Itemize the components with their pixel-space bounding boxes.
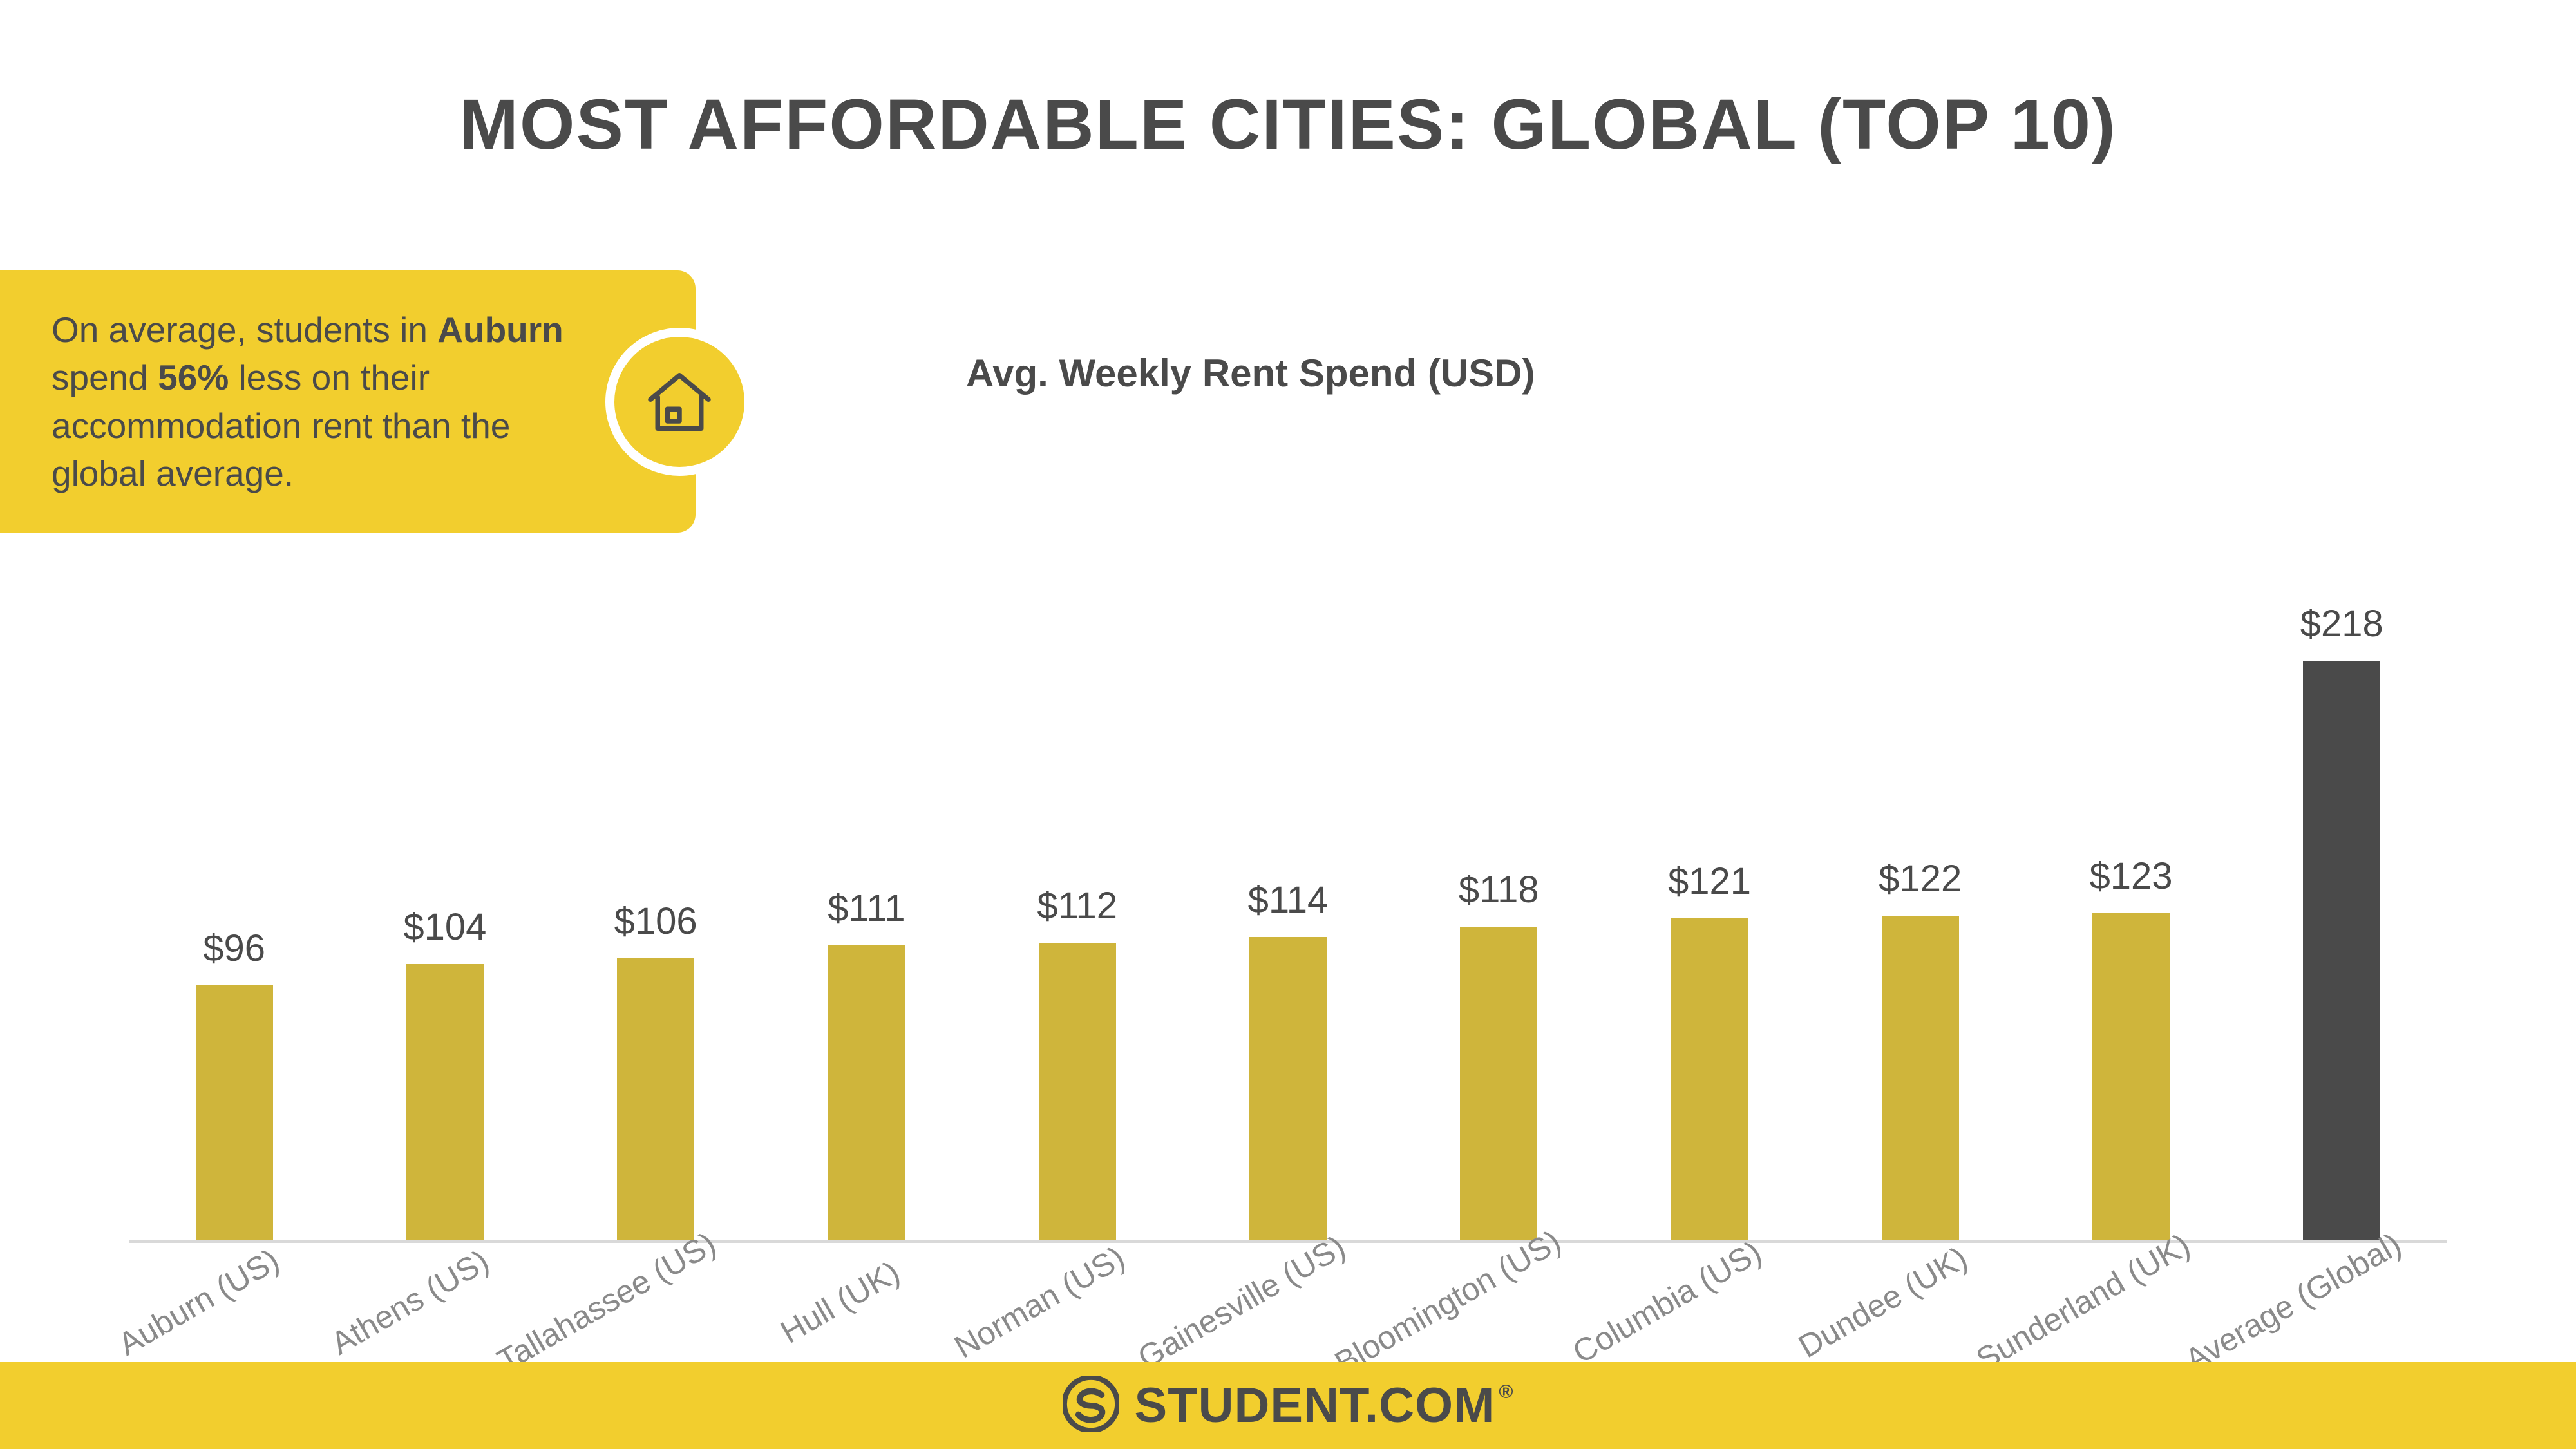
bar-group: $111Hull (UK) xyxy=(761,464,972,1240)
bar-group: $96Auburn (US) xyxy=(129,464,339,1240)
bar-category-label: Bloomington (US) xyxy=(1329,1222,1567,1382)
bar-city xyxy=(1460,927,1537,1240)
bar-value-label: $111 xyxy=(828,887,905,930)
bar-group: $121Columbia (US) xyxy=(1604,464,1815,1240)
bar-value-label: $106 xyxy=(614,900,697,943)
bar-value-label: $123 xyxy=(2090,855,2173,898)
bar-value-label: $122 xyxy=(1879,857,1962,900)
bar-group: $104Athens (US) xyxy=(339,464,550,1240)
bar-city xyxy=(1039,943,1116,1240)
bar-value-label: $114 xyxy=(1248,878,1329,922)
bar-city xyxy=(2092,913,2170,1240)
bar-category-label: Auburn (US) xyxy=(111,1241,285,1363)
infographic-page: MOST AFFORDABLE CITIES: GLOBAL (TOP 10) … xyxy=(0,0,2576,1449)
footer-bar: STUDENT.COM® xyxy=(0,1362,2576,1449)
chart-subtitle: Avg. Weekly Rent Spend (USD) xyxy=(966,351,1535,395)
brand-logo-icon xyxy=(1063,1376,1119,1435)
bar-group: $218Average (Global) xyxy=(2237,464,2447,1240)
bar-category-label: Columbia (US) xyxy=(1566,1233,1768,1371)
bar-city xyxy=(1249,937,1327,1240)
bar-city xyxy=(1882,916,1959,1240)
bar-category-label: Tallahassee (US) xyxy=(491,1225,723,1380)
bar-city xyxy=(828,945,905,1240)
bar-category-label: Athens (US) xyxy=(325,1242,495,1362)
bar-category-label: Average (Global) xyxy=(2179,1226,2408,1379)
bar-category-label: Gainesville (US) xyxy=(1132,1227,1352,1376)
registered-mark: ® xyxy=(1499,1381,1513,1403)
bar-city xyxy=(406,964,484,1240)
callout-text-mid: spend xyxy=(52,357,158,397)
bar-category-label: Sunderland (UK) xyxy=(1970,1226,2197,1378)
brand-text: STUDENT.COM® xyxy=(1135,1378,1514,1434)
bar-category-label: Hull (UK) xyxy=(775,1253,907,1351)
bar-value-label: $104 xyxy=(403,905,486,949)
bar-category-label: Norman (US) xyxy=(948,1238,1131,1365)
bar-value-label: $118 xyxy=(1459,868,1539,911)
bar-city xyxy=(617,958,694,1240)
bar-group: $123Sunderland (UK) xyxy=(2025,464,2236,1240)
bar-value-label: $121 xyxy=(1668,860,1751,903)
bar-group: $118Bloomington (US) xyxy=(1394,464,1604,1240)
bar-group: $112Norman (US) xyxy=(972,464,1182,1240)
callout-text-prefix: On average, students in xyxy=(52,310,437,350)
page-title: MOST AFFORDABLE CITIES: GLOBAL (TOP 10) xyxy=(0,84,2576,166)
bar-city xyxy=(196,985,273,1240)
bar-value-label: $218 xyxy=(2300,602,2383,645)
callout-percent: 56% xyxy=(158,357,229,397)
bar-category-label: Dundee (UK) xyxy=(1792,1239,1974,1365)
bar-value-label: $112 xyxy=(1037,884,1117,927)
brand-name: STUDENT.COM xyxy=(1135,1378,1495,1434)
bar-group: $114Gainesville (US) xyxy=(1182,464,1393,1240)
bar-value-label: $96 xyxy=(203,927,265,970)
callout-city: Auburn xyxy=(437,310,564,350)
bar-group: $122Dundee (UK) xyxy=(1815,464,2025,1240)
bar-average xyxy=(2303,661,2380,1240)
bar-city xyxy=(1671,918,1748,1240)
bar-chart: $96Auburn (US)$104Athens (US)$106Tallaha… xyxy=(129,464,2447,1243)
bar-group: $106Tallahassee (US) xyxy=(551,464,761,1240)
house-icon xyxy=(605,328,753,476)
